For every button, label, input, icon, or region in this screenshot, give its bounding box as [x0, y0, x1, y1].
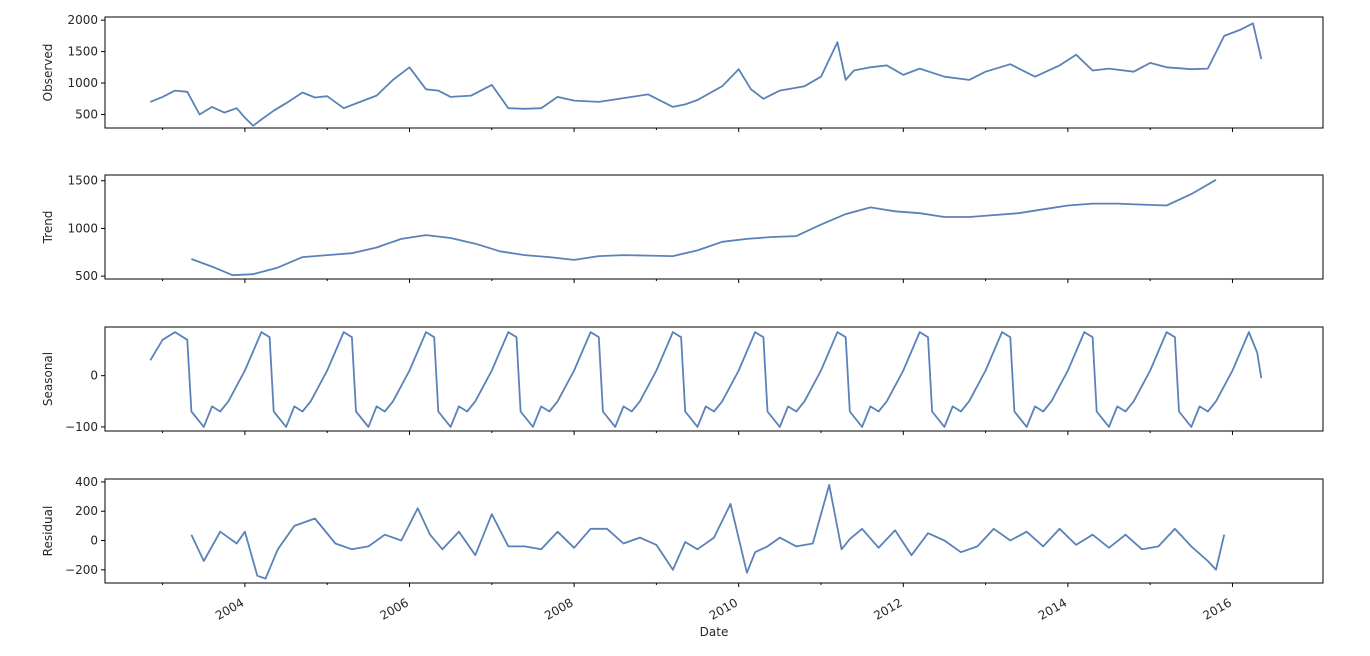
ytick-label: 500	[75, 107, 98, 121]
series-line-residual	[190, 484, 1226, 580]
ytick-label: −100	[65, 420, 98, 434]
y-axis-label: Seasonal	[41, 352, 55, 406]
xtick-label: 2012	[871, 595, 904, 622]
y-axis-label: Observed	[41, 44, 55, 102]
xtick-label: 2010	[707, 595, 740, 622]
ytick-label: 1500	[67, 174, 98, 188]
y-axis-label: Residual	[41, 506, 55, 557]
ytick-label: 400	[75, 475, 98, 489]
x-axis-label: Date	[700, 625, 729, 639]
xtick-label: 2008	[542, 595, 575, 622]
panel-frame-2	[104, 174, 1324, 280]
ytick-label: 1000	[67, 221, 98, 235]
xtick-label: 2014	[1036, 595, 1069, 622]
series-line-trend	[191, 179, 1217, 277]
series-line-observed	[149, 22, 1263, 127]
panel-frame-1	[104, 16, 1324, 129]
xtick-label: 2006	[378, 595, 411, 622]
series-line-seasonal	[149, 331, 1263, 428]
ytick-label: 1000	[67, 76, 98, 90]
panel-frame-3	[104, 326, 1324, 432]
xtick-label: 2016	[1201, 595, 1234, 622]
ytick-label: 1500	[67, 45, 98, 59]
panel-frame-4	[104, 478, 1324, 584]
xtick-label: 2004	[213, 595, 246, 622]
ytick-label: 200	[75, 504, 98, 518]
y-axis-label: Trend	[41, 211, 55, 245]
ytick-label: 500	[75, 269, 98, 283]
ytick-label: 2000	[67, 13, 98, 27]
ytick-label: 0	[90, 534, 98, 548]
ytick-label: 0	[90, 369, 98, 383]
ytick-label: −200	[65, 563, 98, 577]
